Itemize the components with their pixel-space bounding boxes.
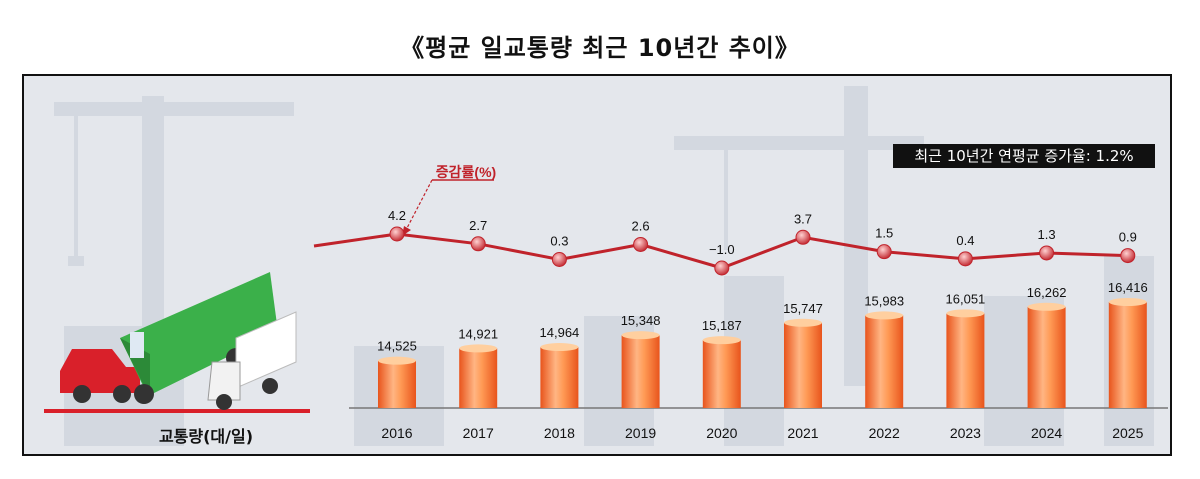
bar-value-label: 15,348 bbox=[621, 313, 661, 328]
x-tick-label: 2025 bbox=[1112, 425, 1143, 441]
bar-2022 bbox=[865, 315, 904, 408]
data-labels: 14,525 14,921 14,964 15,348 15,187 15,747 15,9… bbox=[377, 208, 1148, 354]
car-icon bbox=[60, 349, 140, 403]
bar-series bbox=[378, 298, 1147, 408]
bar-2025 bbox=[1108, 302, 1147, 408]
x-tick-label: 2024 bbox=[1031, 425, 1062, 441]
bar-value-label: 16,262 bbox=[1027, 285, 1067, 300]
ground-line bbox=[44, 409, 310, 413]
line-value-label: 4.2 bbox=[388, 208, 406, 223]
bar-top-2018 bbox=[540, 343, 579, 352]
bar-value-label: 15,747 bbox=[783, 301, 823, 316]
bar-top-2019 bbox=[621, 331, 660, 340]
bar-value-label: 14,964 bbox=[540, 325, 580, 340]
line-point-2019 bbox=[633, 236, 649, 252]
x-tick-label: 2023 bbox=[950, 425, 981, 441]
x-tick-label: 2017 bbox=[463, 425, 494, 441]
line-point-2017 bbox=[470, 236, 486, 252]
line-point-2020 bbox=[714, 260, 730, 276]
bar-2018 bbox=[540, 347, 579, 408]
line-value-label: 3.7 bbox=[794, 211, 812, 226]
x-tick-label: 2019 bbox=[625, 425, 656, 441]
line-value-label: 0.4 bbox=[956, 233, 974, 248]
line-value-label: 2.7 bbox=[469, 218, 487, 233]
x-tick-label: 2020 bbox=[706, 425, 737, 441]
bar-value-label: 14,525 bbox=[377, 339, 417, 354]
y-axis-label: 교통량(대/일) bbox=[158, 427, 254, 446]
bar-top-2022 bbox=[865, 311, 904, 320]
line-value-label: 1.3 bbox=[1038, 227, 1056, 242]
chart-panel: 증감률(%) 14,525 14,921 14,964 15,348 15,187 15,… bbox=[22, 74, 1172, 456]
line-point-2023 bbox=[957, 251, 973, 267]
bar-top-2024 bbox=[1027, 302, 1066, 311]
bar-value-label: 16,051 bbox=[946, 291, 986, 306]
bar-value-label: 16,416 bbox=[1108, 280, 1148, 295]
bar-top-2017 bbox=[459, 344, 498, 353]
x-tick-label: 2022 bbox=[869, 425, 900, 441]
line-label-arrow bbox=[405, 179, 433, 231]
line-value-label: 0.3 bbox=[550, 234, 568, 249]
bar-top-2020 bbox=[702, 336, 741, 345]
bar-2019 bbox=[621, 335, 660, 408]
average-growth-note: 최근 10년간 연평균 증가율: 1.2% bbox=[893, 144, 1155, 168]
bar-2016 bbox=[378, 360, 416, 408]
x-tick-label: 2018 bbox=[544, 425, 575, 441]
bar-value-label: 15,187 bbox=[702, 318, 742, 333]
line-series bbox=[313, 226, 1136, 276]
bar-value-label: 15,983 bbox=[864, 293, 904, 308]
line-value-label: −1.0 bbox=[709, 242, 735, 257]
x-tick-label: 2016 bbox=[381, 425, 412, 441]
bar-top-2021 bbox=[784, 318, 822, 327]
bar-top-2023 bbox=[946, 309, 985, 318]
line-value-label: 0.9 bbox=[1119, 230, 1137, 245]
line-value-label: 1.5 bbox=[875, 226, 893, 241]
bar-2021 bbox=[784, 322, 822, 408]
crane-icon bbox=[674, 86, 924, 386]
bar-value-label: 14,921 bbox=[458, 326, 498, 341]
bar-top-2016 bbox=[378, 356, 416, 365]
line-point-2024 bbox=[1039, 245, 1055, 261]
bar-2017 bbox=[459, 348, 498, 408]
bar-top-2025 bbox=[1108, 298, 1147, 306]
line-point-2021 bbox=[795, 229, 811, 245]
line-point-2025 bbox=[1120, 248, 1136, 264]
line-point-2022 bbox=[876, 244, 892, 260]
chart-canvas: 증감률(%) 14,525 14,921 14,964 15,348 15,187 15,… bbox=[44, 86, 1168, 446]
bar-2024 bbox=[1027, 306, 1066, 408]
line-point-2018 bbox=[551, 252, 567, 267]
truck-icon bbox=[207, 311, 297, 410]
bar-2020 bbox=[702, 340, 741, 408]
x-tick-labels: 2016 2017 2018 2019 2020 2021 2022 2023 2024 2025 bbox=[381, 425, 1143, 441]
page-title: 《평균 일교통량 최근 10년간 추이》 bbox=[400, 34, 800, 62]
bar-2023 bbox=[946, 313, 985, 408]
line-value-label: 2.6 bbox=[632, 218, 650, 233]
line-series-label-text: 증감률(%) bbox=[436, 164, 496, 180]
x-tick-label: 2021 bbox=[787, 425, 818, 441]
line-point-2016 bbox=[389, 226, 405, 242]
